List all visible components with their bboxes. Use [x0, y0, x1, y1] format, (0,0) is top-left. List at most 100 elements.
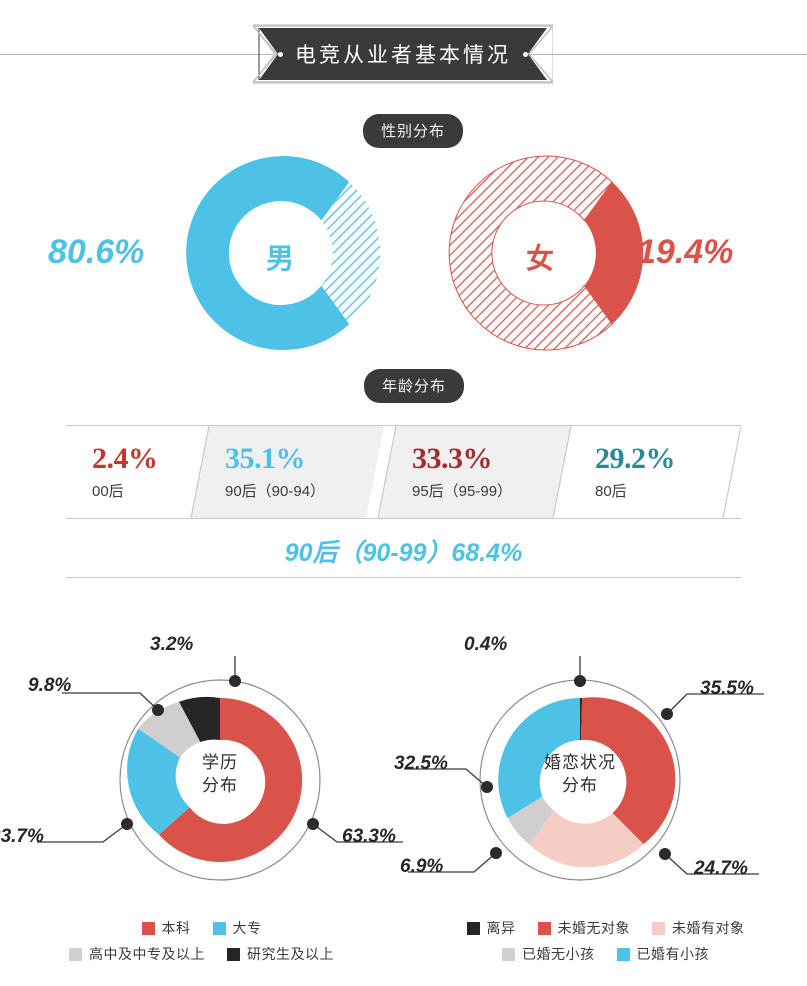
marriage-dot-single-with-partner [659, 848, 671, 860]
age-divider-1 [190, 426, 210, 518]
marriage-legend-item-2[interactable]: 未婚无对象 [537, 918, 631, 938]
banner-shape [253, 24, 553, 84]
education-legend-item-2[interactable]: 大专 [212, 918, 262, 938]
female-center-label: 女 [526, 243, 556, 274]
age-divider-4 [722, 426, 741, 518]
age-cell-4-name: 80后 [595, 482, 627, 500]
marriage-chart-block: 婚恋状况 分布 0.4% 35.5% 24.7% 6.9% 32.5% 离异 未… [394, 600, 807, 986]
marriage-center-line2: 分布 [562, 775, 598, 795]
education-chart-block: 学历 分布 63.3% 23.7% 9.8% 3.2% 本科 大专 高中及中专及… [0, 600, 403, 986]
education-legend-label-1: 本科 [161, 920, 191, 936]
education-segment-college [127, 728, 190, 835]
education-segment-highschool [138, 701, 201, 758]
education-legend-swatch-4-icon [227, 947, 240, 961]
marriage-legend-item-3[interactable]: 未婚有对象 [652, 918, 745, 938]
age-distribution-band: 2.4% 00后 35.1% 90后（90-94） 33.3% 95后（95-9… [0, 425, 807, 595]
education-segment-graduate [179, 696, 220, 742]
section-pill-age: 年龄分布 [364, 369, 465, 403]
marriage-legend-row-2: 已婚无小孩 已婚有小孩 [422, 944, 789, 964]
education-callout-graduate: 3.2% [150, 634, 194, 655]
marriage-segment-single-with-partner [529, 810, 644, 868]
marriage-donut-svg [404, 656, 764, 881]
marriage-legend-label-4: 已婚无小孩 [522, 946, 595, 962]
age-cell-2-shade [191, 426, 384, 518]
age-cell-4-percent: 29.2% [595, 442, 676, 476]
age-band-top-rule [66, 425, 741, 426]
marriage-legend-label-2: 未婚无对象 [557, 920, 630, 936]
age-cell-1: 2.4% 00后 [88, 426, 208, 518]
age-cell-2-percent: 35.1% [225, 442, 306, 476]
marriage-legend-label-1: 离异 [486, 920, 516, 936]
education-legend-item-4[interactable]: 研究生及以上 [227, 944, 334, 964]
age-cell-3-percent: 33.3% [412, 442, 493, 476]
education-callout-dots [121, 675, 319, 830]
education-legend-label-4: 研究生及以上 [247, 946, 334, 962]
marriage-legend-label-3: 未婚有对象 [672, 920, 745, 936]
male-center-label: 男 [266, 243, 296, 274]
education-center-label: 学历 分布 [170, 752, 270, 798]
marriage-legend-swatch-5-icon [616, 947, 630, 961]
marriage-segment-married-with-kids [498, 698, 580, 819]
education-segment-bachelor [158, 697, 303, 862]
marriage-legend-label-5: 已婚有小孩 [636, 946, 709, 962]
education-legend-swatch-3-icon [69, 947, 82, 961]
education-legend-label-3: 高中及中专及以上 [89, 946, 205, 962]
male-hatched-arc [321, 182, 381, 325]
female-percentage-label: 19.4% [637, 233, 734, 271]
education-dot-college [121, 818, 133, 830]
education-dot-highschool [152, 704, 164, 716]
age-cell-3-shade [378, 426, 571, 518]
marriage-dot-married-with-kids [481, 781, 493, 793]
marriage-legend: 离异 未婚无对象 未婚有对象 已婚无小孩 已婚有小孩 [404, 918, 807, 964]
marriage-segment-married-no-kids [507, 796, 554, 845]
education-legend-swatch-1-icon [141, 921, 155, 935]
title-banner: 电竞从业者基本情况 [253, 22, 553, 86]
age-cell-3: 33.3% 95后（95-99） [408, 426, 588, 518]
marriage-legend-swatch-3-icon [652, 921, 665, 935]
education-center-line2: 分布 [202, 775, 238, 795]
marriage-segment-single-no-partner [581, 697, 676, 845]
age-divider-3 [552, 426, 572, 518]
marriage-legend-item-1[interactable]: 离异 [466, 918, 516, 938]
age-band-bottom-rule [66, 577, 741, 578]
banner-bullet-left-icon [278, 51, 283, 57]
marriage-dot-divorced [574, 675, 586, 687]
marriage-legend-swatch-1-icon [466, 921, 480, 935]
age-cells-row: 2.4% 00后 35.1% 90后（90-94） 33.3% 95后（95-9… [66, 426, 741, 518]
education-legend-item-1[interactable]: 本科 [141, 918, 191, 938]
age-cell-3-name: 95后（95-99） [412, 482, 513, 500]
marriage-callout-married-with-kids: 32.5% [394, 753, 448, 774]
education-legend: 本科 大专 高中及中专及以上 研究生及以上 [0, 918, 403, 964]
marriage-callout-married-no-kids: 6.9% [400, 856, 444, 877]
education-dot-graduate [229, 675, 241, 687]
male-percentage-label: 80.6% [48, 233, 145, 271]
female-solid-arc [584, 182, 644, 325]
page-title: 电竞从业者基本情况 [295, 44, 511, 67]
education-center-line1: 学历 [202, 753, 238, 772]
marriage-legend-item-4[interactable]: 已婚无小孩 [502, 944, 595, 964]
marriage-dot-married-no-kids [490, 847, 502, 859]
education-callout-bachelor: 63.3% [342, 826, 396, 847]
gender-female-donut [448, 155, 644, 351]
education-callout-lines [37, 656, 403, 843]
age-cell-1-name: 00后 [92, 482, 124, 500]
age-cell-1-percent: 2.4% [92, 442, 158, 476]
education-legend-label-2: 大专 [232, 920, 262, 936]
education-legend-item-3[interactable]: 高中及中专及以上 [69, 944, 205, 964]
education-callout-college: 23.7% [0, 826, 44, 847]
gender-male-donut [186, 156, 381, 351]
marriage-legend-swatch-2-icon [537, 921, 551, 935]
education-donut-svg [37, 656, 403, 881]
gender-charts-area [0, 150, 807, 360]
age-cell-2: 35.1% 90后（90-94） [221, 426, 401, 518]
marriage-legend-item-5[interactable]: 已婚有小孩 [616, 944, 710, 964]
section-pill-gender: 性别分布 [363, 114, 464, 148]
age-summary-label: 90后（90-99）68.4% [284, 539, 523, 567]
age-cell-4: 29.2% 80后 [591, 426, 721, 518]
banner-text-row: 电竞从业者基本情况 [253, 22, 553, 86]
education-legend-swatch-2-icon [212, 921, 226, 935]
gender-donuts-svg [186, 155, 644, 351]
banner-bullet-right-icon [523, 51, 528, 57]
marriage-callout-single-no-partner: 35.5% [700, 678, 754, 699]
